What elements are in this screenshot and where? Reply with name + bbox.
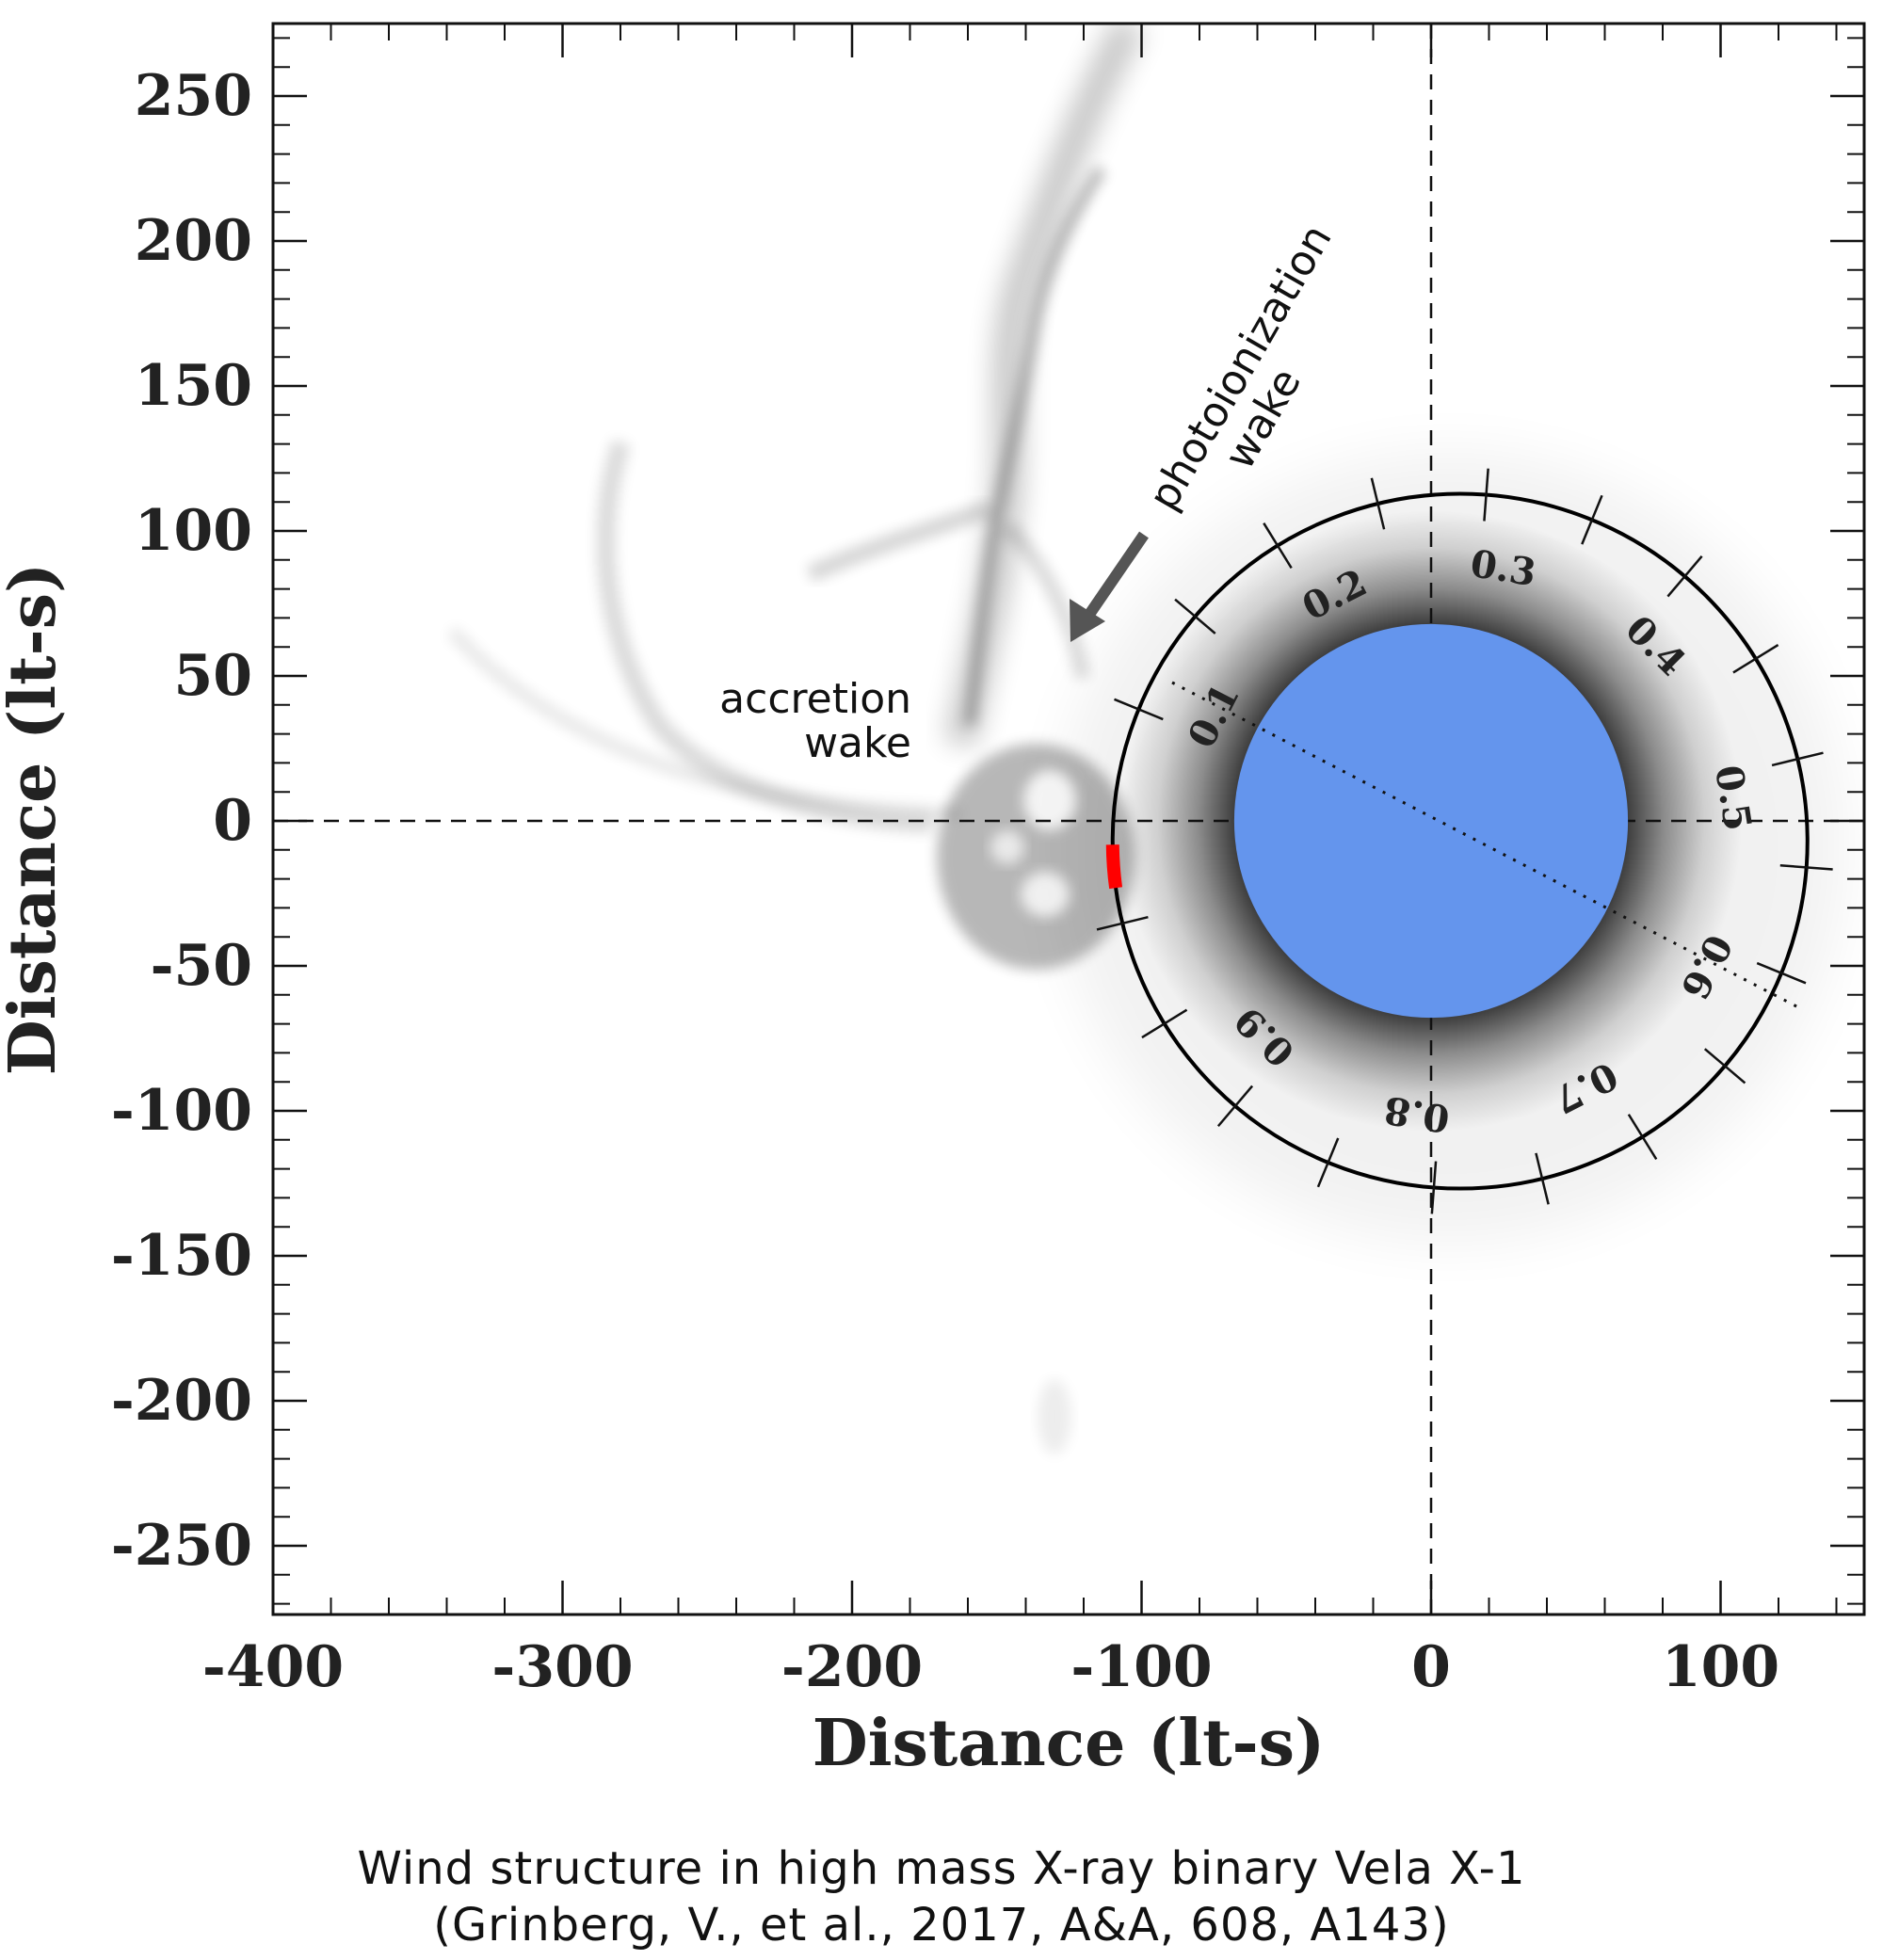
- orbit-phase-tick: [1627, 1114, 1658, 1161]
- accretion-wake-filament-2: [446, 626, 961, 821]
- x-axis-ticks: -400 -300 -200 -100 0 100: [202, 24, 1779, 1700]
- photoionization-arrow: [1070, 531, 1149, 642]
- orbit-phase-tick: [1771, 751, 1824, 767]
- x-tick-label: -200: [781, 1634, 923, 1700]
- x-axis-label: Distance (lt-s): [813, 1706, 1325, 1781]
- orbit-phase-tick: [1316, 1137, 1340, 1188]
- y-tick-label: -200: [111, 1368, 252, 1434]
- x-tick-label: -300: [491, 1634, 633, 1700]
- orbit-phase-tick: [1666, 555, 1703, 598]
- figure-caption: Wind structure in high mass X-ray binary…: [0, 1840, 1883, 1953]
- faint-blob: [1038, 1379, 1071, 1454]
- wake-branch-left: [806, 500, 992, 583]
- wake-branch-right: [1002, 522, 1090, 680]
- orbit-phase-tick: [1174, 598, 1216, 635]
- orbit-phase-tick: [1581, 494, 1603, 545]
- orbit-phase-tick: [1114, 698, 1164, 721]
- accretion-wake-label: wake: [804, 719, 911, 767]
- y-tick-label: -250: [111, 1513, 252, 1579]
- orbit-phase-tick: [1141, 1008, 1188, 1039]
- orbit-phase-tick: [1483, 468, 1489, 522]
- accretion-wake-filament: [596, 439, 933, 833]
- x-tick-label: 0: [1411, 1634, 1451, 1700]
- accretion-turbulence-bright-2: [1021, 872, 1070, 917]
- orbit-phase-label: 0.3: [1468, 541, 1539, 595]
- orbit-phase-tick: [1703, 1048, 1746, 1084]
- accretion-label: accretion: [719, 675, 911, 723]
- orbit-phase-label: 0.8: [1381, 1087, 1453, 1141]
- supergiant-star: [1233, 623, 1629, 1019]
- orbit-phase-tick: [1370, 477, 1386, 530]
- orbit-phase-tick: [1216, 1084, 1254, 1128]
- wind-density-map: [446, 24, 1845, 1454]
- orbit-phase-tick: [1732, 644, 1779, 674]
- y-tick-label: 50: [174, 643, 253, 709]
- y-tick-label: 100: [135, 498, 252, 564]
- accretion-turbulence-bright-3: [990, 830, 1024, 864]
- orbit-phase-tick: [1430, 1161, 1438, 1214]
- orbit-phase-label: 0.5: [1706, 763, 1760, 834]
- photoionization-label: photoionization: [1139, 217, 1341, 518]
- accretion-turbulence-bright-1: [1023, 770, 1076, 830]
- x-tick-label: -100: [1070, 1634, 1212, 1700]
- photoionization-wake-stream: [944, 24, 1145, 747]
- orbit-phase-ticks: [1096, 468, 1833, 1214]
- x-tick-label: -400: [202, 1634, 344, 1700]
- line-of-sight-dotted: [1171, 681, 1799, 1009]
- accretion-turbulence: [937, 744, 1135, 970]
- y-tick-label: 150: [135, 353, 252, 419]
- y-tick-label: 250: [135, 63, 252, 129]
- y-axis-label: Distance (lt-s): [0, 563, 71, 1075]
- orbit-phase-tick: [1535, 1152, 1550, 1205]
- neutron-star-orbit: [1110, 491, 1810, 1191]
- highlight-arc: [1105, 844, 1123, 890]
- y-axis-ticks: 250 200 150 100 50 0 -50 -100 -150 -200 -250: [111, 63, 1864, 1579]
- orbit-phase-tick: [1096, 915, 1149, 931]
- plot-frame: [271, 22, 1866, 1616]
- y-tick-label: -150: [111, 1223, 252, 1289]
- y-tick-label: -50: [151, 933, 252, 999]
- orbit-phase-tick: [1263, 522, 1293, 570]
- y-tick-label: -100: [111, 1078, 252, 1144]
- caption-line-1: Wind structure in high mass X-ray binary…: [357, 1842, 1526, 1895]
- orbit-phase-tick: [1756, 961, 1807, 985]
- y-tick-label: 0: [213, 788, 252, 854]
- orbit-phase-tick: [1779, 864, 1833, 871]
- x-tick-label: 100: [1662, 1634, 1779, 1700]
- y-tick-label: 200: [135, 208, 252, 274]
- minor-ticks: [273, 24, 1864, 1615]
- photoionization-wake-stream-inner: [964, 166, 1106, 726]
- caption-line-2: (Grinberg, V., et al., 2017, A&A, 608, A…: [433, 1899, 1450, 1952]
